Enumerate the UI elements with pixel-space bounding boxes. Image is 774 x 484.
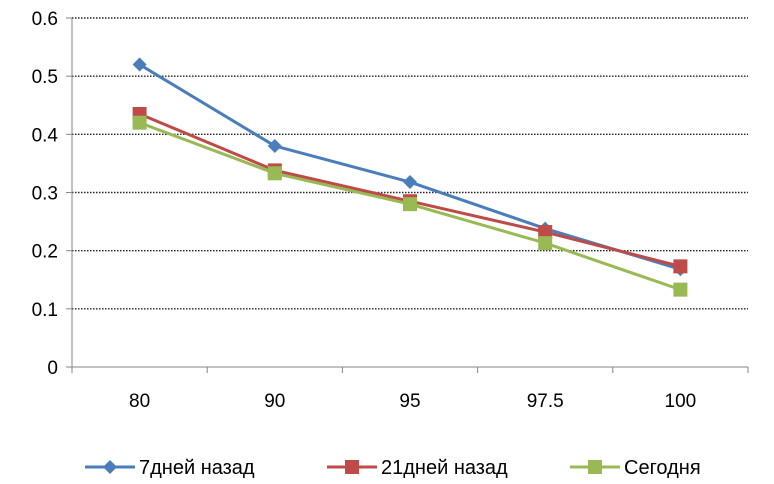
y-tick-label: 0.5 xyxy=(32,67,58,88)
data-point-square xyxy=(345,460,359,474)
y-tick-label: 0.3 xyxy=(32,184,58,205)
y-tick-label: 0.4 xyxy=(32,125,59,146)
series-1 xyxy=(132,57,688,277)
x-tick-label: 90 xyxy=(264,391,285,412)
legend-label: 21дней назад xyxy=(381,457,508,479)
data-point-square xyxy=(132,115,147,130)
legend-entry-2: 21дней назад xyxy=(327,457,508,479)
data-point-square xyxy=(588,460,602,474)
data-point-square xyxy=(267,166,282,181)
legend-label: 7дней назад xyxy=(139,457,255,479)
y-tick-label: 0.2 xyxy=(32,242,58,263)
axes xyxy=(66,17,749,373)
data-point-diamond xyxy=(403,175,417,190)
legend-label: Сегодня xyxy=(624,457,701,479)
gridlines xyxy=(72,17,748,310)
x-tick-label: 100 xyxy=(665,391,697,412)
series-group xyxy=(132,57,688,297)
series-3 xyxy=(132,115,688,297)
x-tick-label: 80 xyxy=(129,391,150,412)
data-point-diamond xyxy=(267,138,282,153)
y-axis-tick-labels: 0 0.1 0.2 0.3 0.4 0.5 0.6 xyxy=(32,9,59,379)
series-2 xyxy=(132,106,688,274)
data-point-square xyxy=(673,259,688,274)
y-tick-label: 0 xyxy=(47,358,58,379)
legend-entry-3: Сегодня xyxy=(570,457,701,479)
y-tick-label: 0.6 xyxy=(32,9,58,30)
legend: 7дней назад 21дней назад Сегодня xyxy=(85,457,701,479)
x-tick-label: 97.5 xyxy=(527,391,564,412)
x-axis-tick-labels: 80 90 95 97.5 100 xyxy=(129,391,696,412)
data-point-square xyxy=(403,197,417,212)
data-point-diamond xyxy=(132,57,147,72)
series-line xyxy=(138,63,681,271)
data-point-square xyxy=(538,225,553,240)
legend-entry-1: 7дней назад xyxy=(85,457,255,479)
data-point-diamond xyxy=(103,460,117,474)
x-tick-label: 95 xyxy=(399,391,420,412)
data-point-square xyxy=(538,236,553,251)
y-tick-label: 0.1 xyxy=(32,300,58,321)
data-point-square xyxy=(673,282,688,297)
